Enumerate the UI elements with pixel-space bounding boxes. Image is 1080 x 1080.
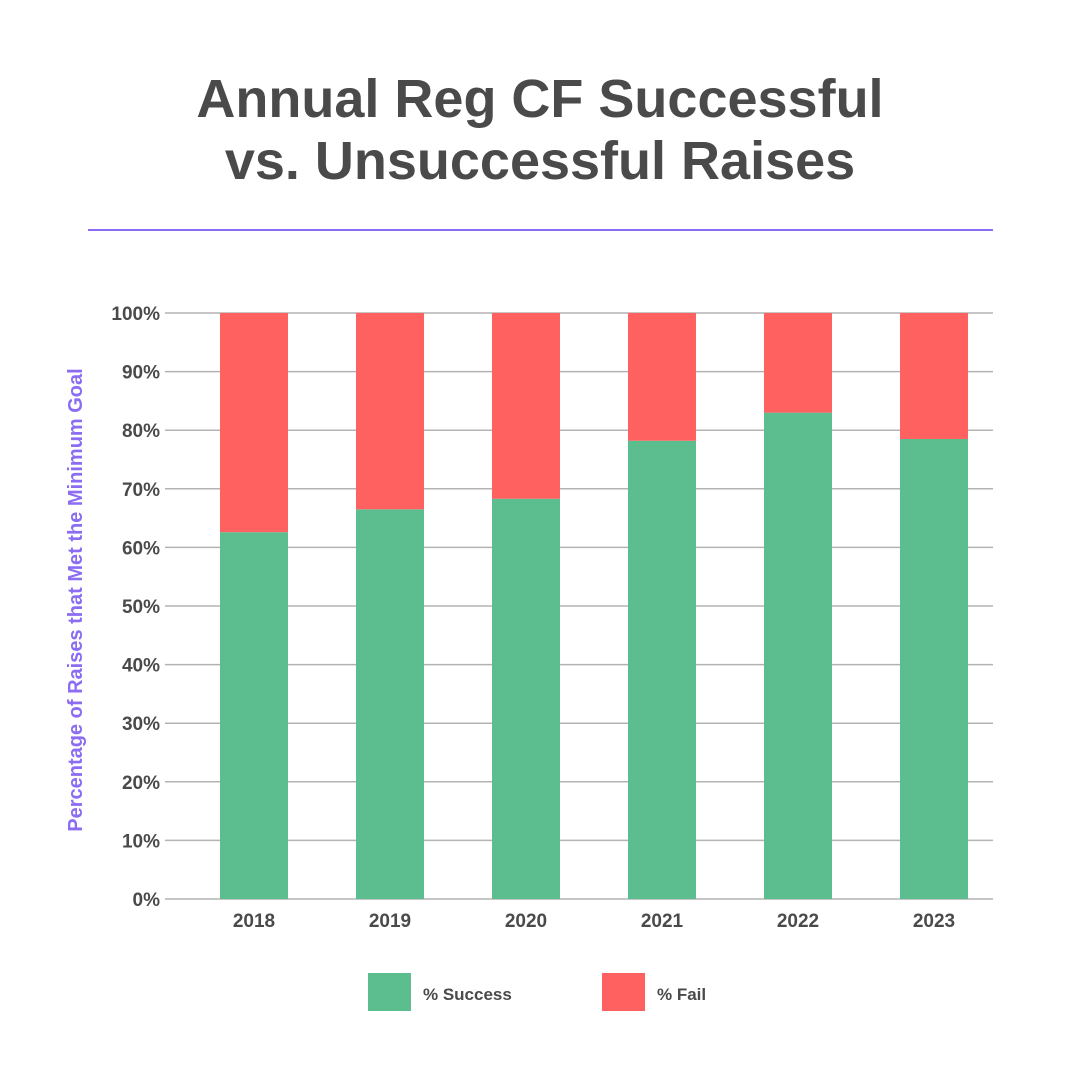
bar-success-2022: [764, 412, 832, 899]
y-tick-label: 30%: [122, 714, 160, 735]
y-tick-label: 0%: [133, 890, 161, 911]
y-axis-label: Percentage of Raises that Met the Minimu…: [65, 368, 87, 831]
chart-title-line-2: vs. Unsuccessful Raises: [224, 131, 856, 191]
bar-fail-2018: [220, 313, 288, 533]
y-tick-label: 10%: [122, 831, 160, 852]
bar-fail-2020: [492, 313, 560, 499]
y-tick-label: 90%: [122, 363, 160, 384]
x-tick-label: 2018: [233, 911, 275, 932]
bar-success-2021: [628, 440, 696, 899]
bar-fail-2023: [900, 313, 968, 439]
x-tick-label: 2019: [369, 911, 411, 932]
x-tick-label: 2022: [777, 911, 819, 932]
x-tick-label: 2021: [641, 911, 684, 932]
bar-success-2019: [356, 509, 424, 899]
y-tick-label: 60%: [122, 538, 160, 559]
x-tick-label: 2023: [913, 911, 955, 932]
legend-label: % Success: [423, 985, 512, 1004]
y-tick-label: 100%: [111, 304, 160, 325]
bar-fail-2022: [764, 313, 832, 413]
y-tick-label: 20%: [122, 773, 160, 794]
legend-swatch-success: [368, 973, 411, 1011]
y-tick-label: 40%: [122, 656, 160, 677]
title-divider: [88, 229, 993, 231]
bar-success-2020: [492, 498, 560, 899]
y-tick-label: 70%: [122, 480, 160, 501]
bar-success-2023: [900, 438, 968, 899]
legend-swatch-fail: [602, 973, 645, 1011]
y-tick-label: 50%: [122, 597, 160, 618]
chart-title: Annual Reg CF Successful vs. Unsuccessfu…: [0, 68, 1080, 192]
bar-fail-2019: [356, 313, 424, 510]
chart-title-line-1: Annual Reg CF Successful: [196, 69, 884, 129]
bar-fail-2021: [628, 313, 696, 441]
legend-label: % Fail: [657, 985, 706, 1004]
x-tick-label: 2020: [505, 911, 547, 932]
y-tick-label: 80%: [122, 421, 160, 442]
bar-success-2018: [220, 532, 288, 899]
